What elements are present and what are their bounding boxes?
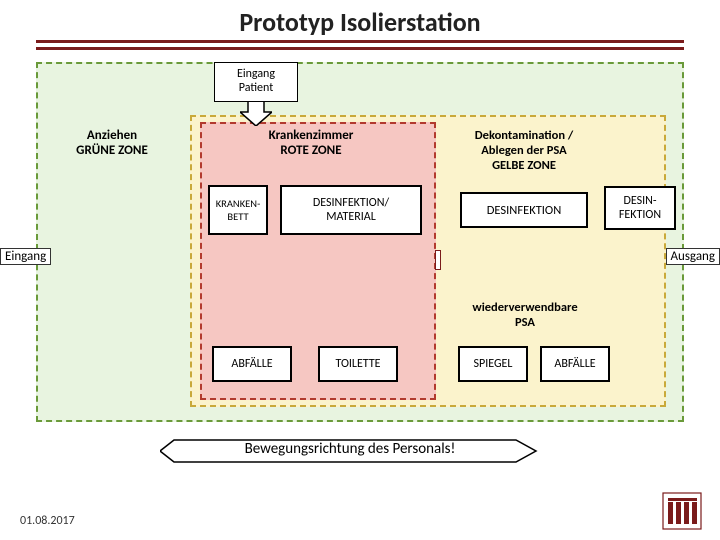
toilette-box: TOILETTE	[318, 346, 398, 382]
abfaelle-box-1: ABFÄLLE	[212, 346, 292, 382]
bewegung-text: Bewegungsrichtung des Personals!	[180, 440, 520, 458]
desin-fektion-box: DESIN- FEKTION	[604, 186, 676, 230]
desinfektion-box: DESINFEKTION	[460, 192, 588, 228]
eingang-patient-box: Eingang Patient	[214, 62, 298, 102]
anziehen-label: Anziehen GRÜNE ZONE	[52, 128, 172, 158]
logo-icon	[662, 492, 702, 530]
arrow-down-icon	[240, 100, 272, 126]
eingang-label: Eingang	[0, 248, 51, 265]
krankenzimmer-label: Krankenzimmer ROTE ZONE	[236, 128, 386, 158]
krankenbett-box: KRANKEN-BETT	[208, 185, 268, 235]
slide: Prototyp Isolierstation Eingang Patient …	[0, 0, 720, 540]
ausgang-label: Ausgang	[666, 248, 720, 265]
date-label: 01.08.2017	[20, 514, 75, 528]
eingang-patient-l2: Patient	[215, 81, 297, 95]
eingang-patient-l1: Eingang	[215, 67, 297, 81]
spiegel-box: SPIEGEL	[458, 346, 528, 382]
title-underline	[36, 47, 684, 50]
dekontamination-label: Dekontamination / Ablegen der PSA GELBE …	[454, 128, 594, 173]
abfaelle-box-2: ABFÄLLE	[540, 346, 610, 382]
desinfektion-material-box: DESINFEKTION/ MATERIAL	[280, 185, 422, 235]
wiederverwendbare-label: wiederverwendbare PSA	[455, 300, 595, 330]
slide-title: Prototyp Isolierstation	[36, 0, 684, 43]
divider-mark	[435, 250, 441, 270]
